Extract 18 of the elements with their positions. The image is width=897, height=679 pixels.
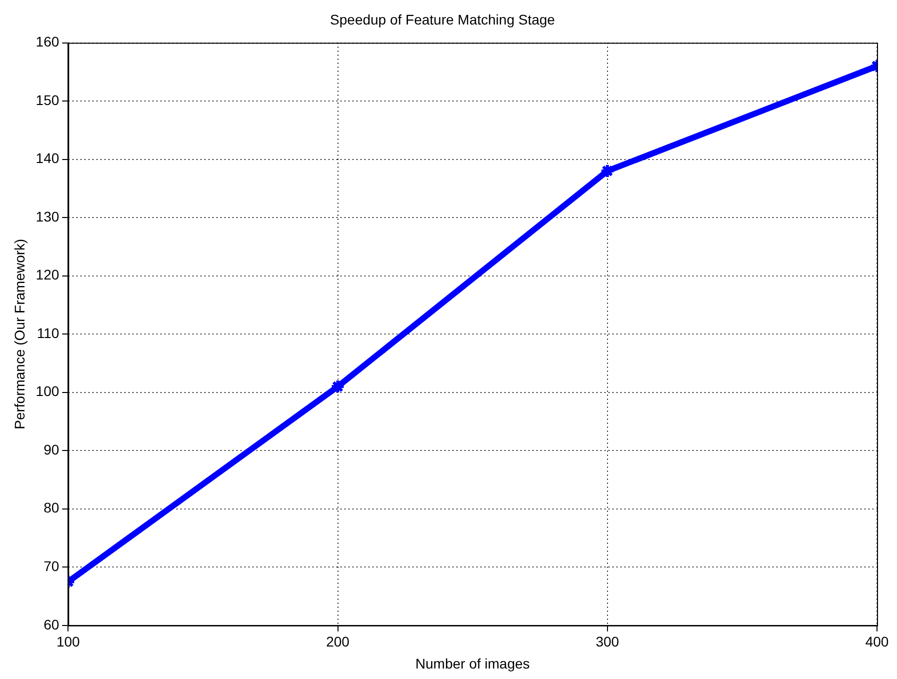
x-tick-label: 200 <box>326 634 350 650</box>
y-tick-label: 60 <box>44 616 60 632</box>
y-tick-label: 140 <box>36 150 60 166</box>
x-tick-label: 400 <box>865 634 889 650</box>
y-axis-title: Performance (Our Framework) <box>11 238 28 430</box>
y-tick-label: 120 <box>36 266 60 283</box>
x-tick-label: 300 <box>596 634 620 650</box>
y-tick-label: 100 <box>36 383 60 400</box>
y-tick-label: 150 <box>36 92 60 108</box>
y-tick-label: 80 <box>44 500 60 516</box>
y-tick-label: 110 <box>36 324 60 341</box>
y-tick-label: 90 <box>44 441 60 458</box>
y-tick-label: 130 <box>36 208 60 224</box>
x-axis-title: Number of images <box>415 655 530 672</box>
chart-title: Speedup of Feature Matching Stage <box>330 11 556 28</box>
x-tick-label: 100 <box>56 634 80 650</box>
y-tick-label: 160 <box>36 34 60 50</box>
y-tick-label: 70 <box>44 558 60 574</box>
